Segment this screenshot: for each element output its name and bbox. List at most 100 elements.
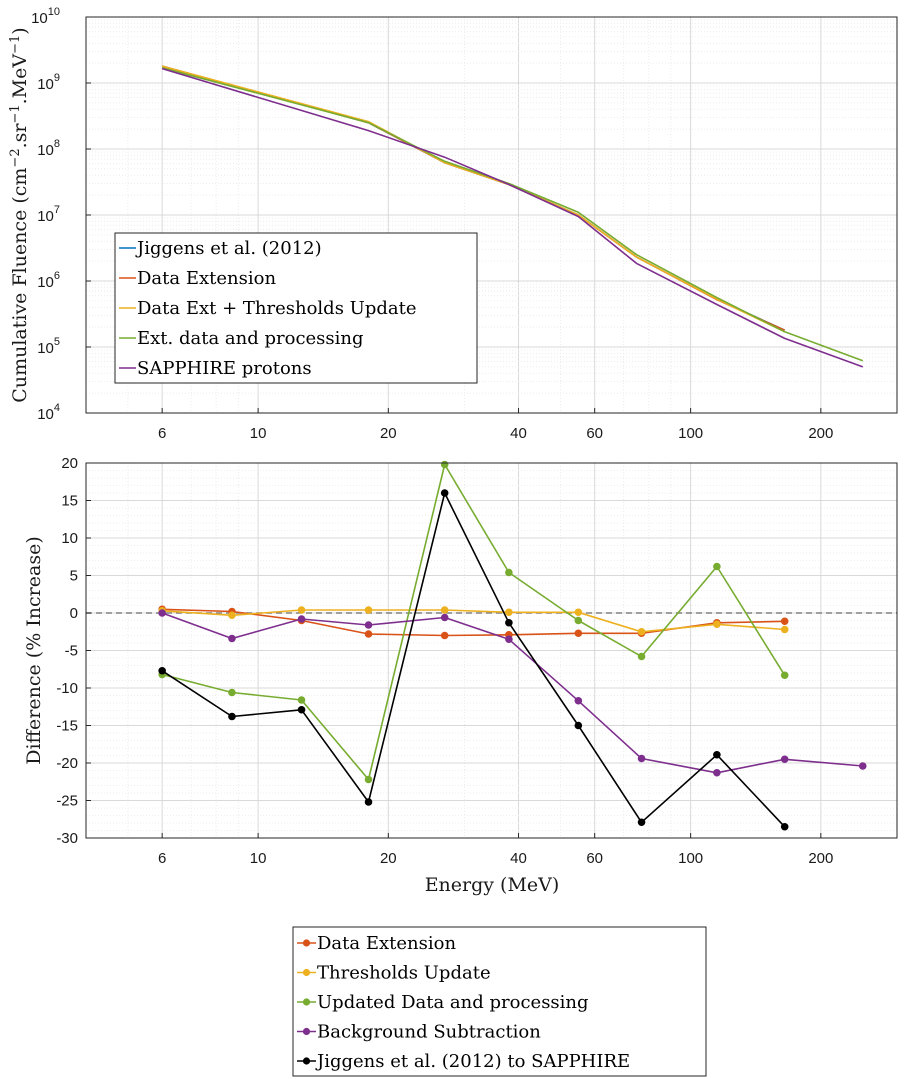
y-tick-label: 109 bbox=[37, 72, 60, 93]
difference-point bbox=[440, 489, 449, 497]
ylabel-exp1: −2 bbox=[8, 148, 23, 167]
difference-plot-panel: 6 10 20 40 60 100 200 -30 -25 -20 -15 -10 -5 0 5 10 15 2… bbox=[23, 455, 898, 896]
difference-point bbox=[228, 611, 236, 620]
fluence-y-ticks: 104 105 106 107 108 109 1010 bbox=[31, 6, 91, 423]
fluence-series-line-4 bbox=[161, 67, 864, 362]
x-tick-label: 6 bbox=[158, 425, 166, 442]
difference-point bbox=[637, 652, 646, 661]
y-tick-label: 20 bbox=[61, 455, 78, 472]
difference-point bbox=[780, 625, 789, 634]
fluence-series-line-5 bbox=[161, 67, 864, 368]
y-tick-label: 107 bbox=[37, 204, 60, 225]
difference-legend: Data Extension Thresholds Update Updated D… bbox=[292, 926, 707, 1077]
x-tick-label: 100 bbox=[678, 850, 703, 867]
difference-point bbox=[158, 609, 166, 617]
y-tick-label: 106 bbox=[37, 270, 60, 291]
difference-point bbox=[713, 750, 721, 759]
y-tick-label: -15 bbox=[56, 718, 78, 735]
x-tick-label: 60 bbox=[586, 425, 603, 442]
y-tick-label: -10 bbox=[56, 680, 78, 697]
difference-point bbox=[858, 762, 867, 770]
fluence-y-axis-label: Cumulative Fluence (cm−2.sr−1.MeV−1) bbox=[8, 27, 31, 402]
difference-series-line-3 bbox=[162, 463, 786, 781]
ylabel-mid2: .MeV bbox=[9, 54, 31, 105]
difference-point bbox=[780, 822, 789, 831]
difference-point bbox=[637, 818, 646, 827]
difference-point bbox=[574, 608, 583, 617]
difference-point bbox=[505, 618, 513, 627]
difference-series-group bbox=[158, 460, 867, 831]
difference-point bbox=[713, 768, 721, 777]
difference-point bbox=[440, 631, 449, 640]
legend-entry: Data Extension bbox=[137, 268, 276, 289]
x-tick-label: 20 bbox=[380, 850, 397, 867]
difference-point bbox=[297, 696, 306, 704]
x-tick-label: 6 bbox=[158, 850, 166, 867]
legend-entry: Ext. data and processing bbox=[137, 328, 364, 349]
fluence-legend: Jiggens et al. (2012) Data Extension Data … bbox=[114, 232, 478, 384]
y-tick-label: -5 bbox=[65, 643, 78, 660]
x-tick-label: 40 bbox=[510, 425, 527, 442]
difference-point bbox=[505, 635, 513, 644]
ylabel-exp2: −1 bbox=[8, 104, 23, 123]
legend-entry: Thresholds Update bbox=[317, 963, 491, 984]
legend-entry: Background Subtraction bbox=[317, 1022, 541, 1043]
legend-entry: Updated Data and processing bbox=[317, 992, 589, 1013]
x-tick-label: 10 bbox=[250, 425, 267, 442]
difference-point bbox=[364, 630, 373, 638]
legend-entry: Jiggens et al. (2012) to SAPPHIRE bbox=[315, 1051, 630, 1072]
difference-point bbox=[574, 629, 583, 638]
ylabel-mid: .sr bbox=[9, 123, 31, 149]
difference-point bbox=[574, 616, 583, 625]
fluence-x-ticks: 6 10 20 40 60 100 200 bbox=[158, 408, 833, 442]
fluence-series-group bbox=[161, 65, 864, 368]
difference-series-line-5 bbox=[161, 492, 786, 828]
difference-legend-box bbox=[292, 926, 707, 1077]
legend-entry: Jiggens et al. (2012) bbox=[135, 238, 322, 259]
legend-entry: Data Ext + Thresholds Update bbox=[137, 298, 417, 319]
x-tick-label: 20 bbox=[380, 425, 397, 442]
legend-entry: SAPPHIRE protons bbox=[137, 358, 312, 379]
difference-point bbox=[228, 712, 236, 721]
difference-point bbox=[364, 621, 373, 629]
difference-point bbox=[228, 634, 236, 643]
difference-point bbox=[713, 620, 721, 629]
energy-x-axis-label: Energy (MeV) bbox=[425, 874, 560, 896]
difference-point bbox=[505, 608, 513, 617]
difference-point bbox=[364, 606, 373, 614]
difference-point bbox=[574, 721, 583, 730]
y-tick-label: 5 bbox=[70, 568, 78, 585]
ylabel-suffix: ) bbox=[9, 27, 31, 34]
y-tick-label: -30 bbox=[56, 830, 78, 847]
difference-point bbox=[158, 666, 166, 675]
difference-point bbox=[440, 606, 449, 614]
difference-point bbox=[364, 798, 373, 806]
legend-marker bbox=[302, 1057, 311, 1065]
y-tick-label: 1010 bbox=[31, 6, 60, 27]
legend-marker bbox=[302, 1027, 311, 1036]
legend-entry: Data Extension bbox=[317, 933, 456, 954]
difference-point bbox=[713, 562, 721, 571]
fluence-grid bbox=[85, 16, 898, 414]
legend-marker bbox=[302, 968, 311, 977]
difference-point bbox=[440, 613, 449, 622]
y-tick-label: 105 bbox=[37, 336, 60, 357]
legend-marker bbox=[302, 939, 311, 947]
y-tick-label: -25 bbox=[56, 793, 78, 810]
difference-point bbox=[637, 627, 646, 636]
x-tick-label: 200 bbox=[808, 425, 833, 442]
legend-marker bbox=[302, 998, 311, 1006]
difference-point bbox=[780, 671, 789, 680]
difference-point bbox=[780, 755, 789, 764]
ylabel-prefix: Cumulative Fluence (cm bbox=[9, 168, 31, 403]
difference-x-ticks: 6 10 20 40 60 100 200 bbox=[158, 833, 833, 867]
difference-point bbox=[297, 615, 306, 623]
x-tick-label: 10 bbox=[250, 850, 267, 867]
difference-point bbox=[440, 460, 449, 469]
y-tick-label: 15 bbox=[61, 493, 78, 510]
difference-y-ticks: -30 -25 -20 -15 -10 -5 0 5 10 15 20 bbox=[56, 455, 91, 847]
difference-point bbox=[637, 754, 646, 763]
difference-point bbox=[228, 688, 236, 697]
x-tick-label: 200 bbox=[808, 850, 833, 867]
y-tick-label: 108 bbox=[37, 138, 60, 159]
